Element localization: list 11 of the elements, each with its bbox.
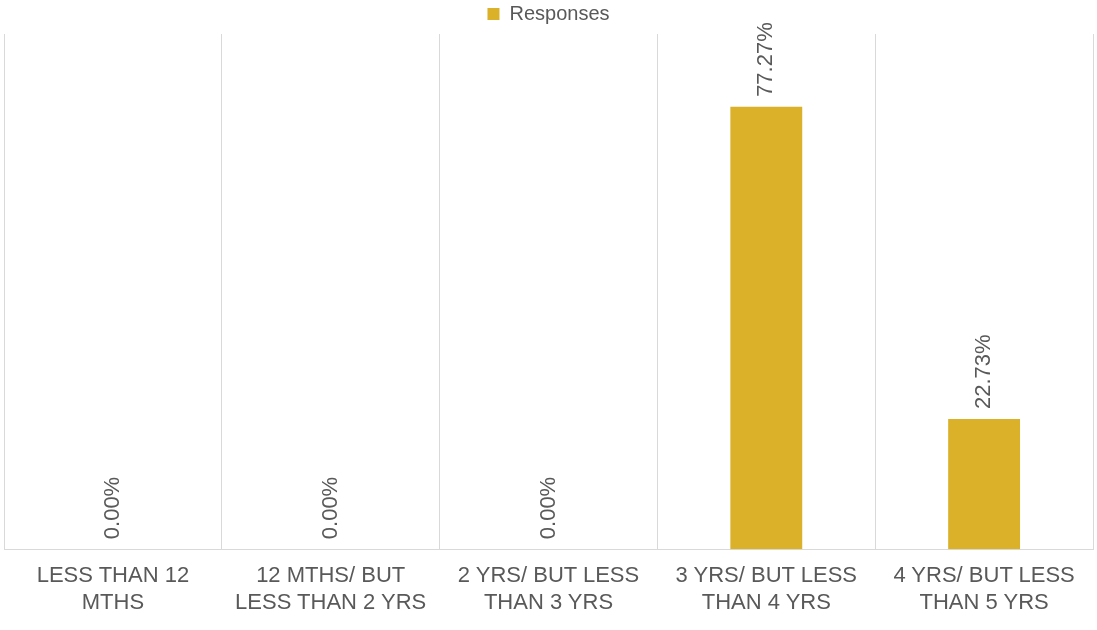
x-tick-label: 12 MTHS/ BUT LESS THAN 2 YRS bbox=[235, 562, 427, 614]
data-label: 0.00% bbox=[316, 476, 342, 540]
data-label: 0.00% bbox=[534, 476, 560, 540]
x-tick-label: LESS THAN 12 MTHS bbox=[36, 562, 190, 614]
x-tick-label: 2 YRS/ BUT LESS THAN 3 YRS bbox=[457, 562, 640, 614]
x-tick-label: 3 YRS/ BUT LESS THAN 4 YRS bbox=[675, 562, 857, 614]
data-label: 22.73% bbox=[970, 334, 996, 410]
data-label: 0.00% bbox=[98, 476, 124, 540]
data-label: 77.27% bbox=[752, 22, 778, 97]
x-tick-label: 4 YRS/ BUT LESS THAN 5 YRS bbox=[893, 562, 1075, 614]
legend-label: Responses bbox=[509, 1, 610, 24]
